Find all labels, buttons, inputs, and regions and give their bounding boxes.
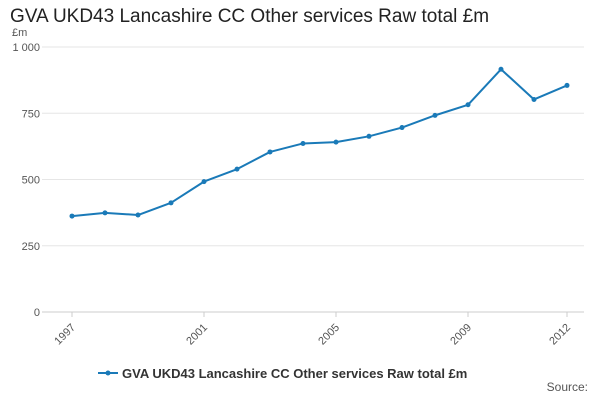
- y-tick-label: 500: [22, 175, 40, 187]
- source-label: Source:: [546, 380, 588, 394]
- legend-marker: [105, 370, 111, 376]
- data-point: [366, 133, 372, 139]
- legend: GVA UKD43 Lancashire CC Other services R…: [98, 366, 467, 381]
- y-tick-label: 1 000: [12, 42, 40, 54]
- data-point: [531, 96, 537, 102]
- data-point: [465, 102, 471, 108]
- x-tick-label: 2005: [316, 322, 342, 348]
- data-point: [564, 82, 570, 88]
- gridlines: [42, 46, 584, 313]
- data-point: [399, 125, 405, 131]
- legend-label[interactable]: GVA UKD43 Lancashire CC Other services R…: [122, 366, 467, 381]
- x-tick-label: 1997: [52, 322, 78, 348]
- y-tick-label: 250: [22, 241, 40, 253]
- x-tick-label: 2012: [547, 322, 573, 348]
- data-point: [135, 212, 141, 218]
- x-tick-label: 2001: [184, 322, 210, 348]
- data-point: [432, 112, 438, 118]
- data-point: [69, 213, 75, 219]
- data-point: [498, 66, 504, 72]
- data-point: [168, 200, 174, 206]
- series-layer: [69, 66, 570, 219]
- chart-title: GVA UKD43 Lancashire CC Other services R…: [10, 6, 490, 27]
- y-axis-ticks: 0 250 500 750 1 000: [12, 42, 40, 319]
- x-axis-ticks: 1997 2001 2005 2009 2012: [52, 312, 573, 347]
- data-point: [300, 140, 306, 146]
- x-tick-label: 2009: [448, 322, 474, 348]
- series-line: [71, 68, 568, 218]
- y-axis-unit-label: £m: [12, 27, 27, 39]
- data-point: [234, 166, 240, 172]
- data-point: [102, 210, 108, 216]
- data-point: [333, 139, 339, 145]
- data-point: [267, 149, 273, 155]
- data-point: [201, 179, 207, 185]
- y-tick-label: 0: [34, 307, 40, 319]
- y-tick-label: 750: [22, 108, 40, 120]
